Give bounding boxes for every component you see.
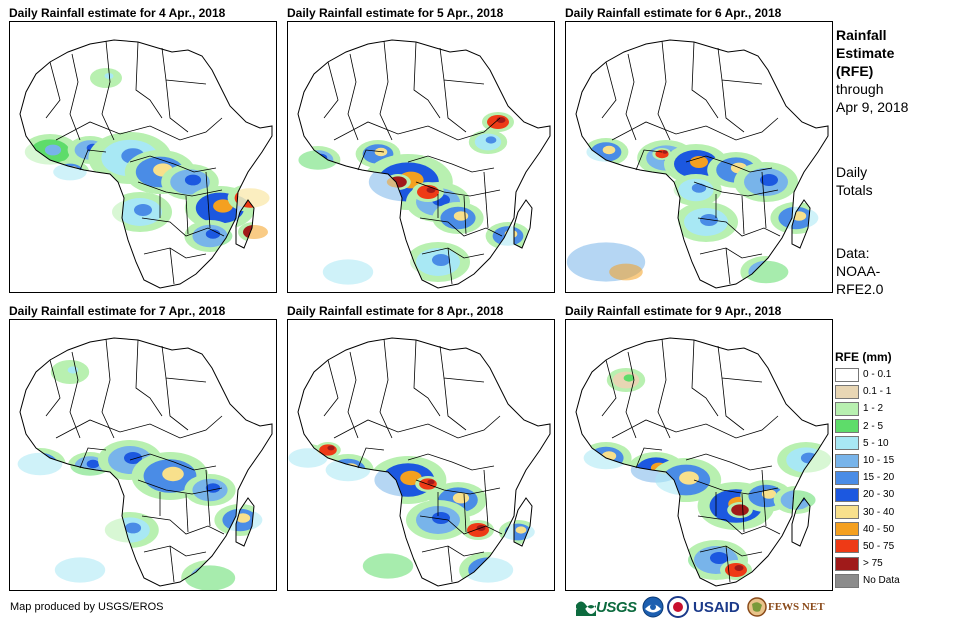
rain-area xyxy=(54,557,106,583)
usaid-seal-icon xyxy=(667,596,689,618)
legend-label: 40 - 50 xyxy=(863,523,895,535)
rain-area xyxy=(230,188,270,208)
heading-line: Estimate xyxy=(836,45,895,61)
rainfall-map xyxy=(9,319,277,591)
panel-title: Daily Rainfall estimate for 4 Apr., 2018 xyxy=(9,6,226,20)
data-line: NOAA- xyxy=(836,263,881,279)
rainfall-legend: RFE (mm) 0 - 0.1 0.1 - 1 1 - 2 2 - 5 5 - 10 1… xyxy=(835,348,960,589)
logo-strip: USGS USAID FEWS NET xyxy=(576,594,826,620)
rainfall-map xyxy=(287,319,555,591)
usgs-logo: USGS xyxy=(576,594,637,620)
usaid-logo-text: USAID xyxy=(693,598,740,616)
legend-item: 30 - 40 xyxy=(835,504,960,521)
heading-line: Rainfall xyxy=(836,27,887,43)
legend-label: 20 - 30 xyxy=(863,489,895,501)
through-date: Apr 9, 2018 xyxy=(836,99,909,115)
data-source-note: Data: NOAA- RFE2.0 xyxy=(836,244,961,298)
legend-swatch xyxy=(835,556,859,571)
totals-line: Daily xyxy=(836,164,868,180)
africa-map-graphic xyxy=(19,39,273,289)
legend-swatch xyxy=(835,505,859,520)
rainfall-map xyxy=(565,21,833,293)
through-label: through xyxy=(836,81,884,97)
legend-item: 50 - 75 xyxy=(835,538,960,555)
legend-label: > 75 xyxy=(863,558,883,570)
fews-globe-icon xyxy=(747,597,767,617)
africa-map-graphic xyxy=(297,39,551,289)
africa-map-graphic xyxy=(566,39,829,289)
usaid-seal-logo xyxy=(667,594,689,620)
data-line: Data: xyxy=(836,245,870,261)
legend-label: No Data xyxy=(863,575,900,587)
noaa-logo xyxy=(642,594,664,620)
legend-label: 2 - 5 xyxy=(863,420,884,432)
legend-title: RFE (mm) xyxy=(835,350,892,364)
heading-line: (RFE) xyxy=(836,63,874,79)
rainfall-map xyxy=(9,21,277,293)
rain-area xyxy=(609,263,643,281)
legend-label: 15 - 20 xyxy=(863,472,895,484)
legend-swatch xyxy=(835,487,859,502)
totals-line: Totals xyxy=(836,182,873,198)
legend-swatch xyxy=(835,419,859,434)
panel-title: Daily Rainfall estimate for 8 Apr., 2018 xyxy=(287,304,504,318)
panel-title: Daily Rainfall estimate for 7 Apr., 2018 xyxy=(9,304,226,318)
legend-item: 40 - 50 xyxy=(835,521,960,538)
africa-map-graphic xyxy=(17,337,273,590)
africa-map-graphic xyxy=(575,337,832,587)
legend-item: 10 - 15 xyxy=(835,452,960,469)
data-line: RFE2.0 xyxy=(836,281,884,297)
usaid-logo: USAID xyxy=(693,594,740,620)
legend-item: > 75 xyxy=(835,555,960,572)
fews-logo-text: FEWS NET xyxy=(768,601,825,613)
rain-area xyxy=(362,553,414,579)
rainfall-map xyxy=(287,21,555,293)
panel-title: Daily Rainfall estimate for 6 Apr., 2018 xyxy=(565,6,782,20)
rain-area xyxy=(288,448,328,468)
legend-swatch xyxy=(835,539,859,554)
map-credit: Map produced by USGS/EROS xyxy=(10,601,164,613)
rain-area xyxy=(184,565,236,590)
legend-swatch xyxy=(835,453,859,468)
legend-item: 15 - 20 xyxy=(835,469,960,486)
product-heading: Rainfall Estimate (RFE) through Apr 9, 2… xyxy=(836,26,961,116)
legend-label: 1 - 2 xyxy=(863,403,884,415)
rainfall-map xyxy=(565,319,833,591)
legend-label: 30 - 40 xyxy=(863,506,895,518)
legend-item: 2 - 5 xyxy=(835,418,960,435)
legend-label: 0.1 - 1 xyxy=(863,386,892,398)
legend-swatch xyxy=(835,522,859,537)
legend-swatch xyxy=(835,436,859,451)
legend-item: 1 - 2 xyxy=(835,400,960,417)
legend-item: 0.1 - 1 xyxy=(835,383,960,400)
totals-note: Daily Totals xyxy=(836,163,961,199)
legend-item: 20 - 30 xyxy=(835,486,960,503)
legend-item: 5 - 10 xyxy=(835,435,960,452)
legend-swatch xyxy=(835,384,859,399)
legend-label: 10 - 15 xyxy=(863,455,895,467)
legend-item: 0 - 0.1 xyxy=(835,366,960,383)
legend-swatch xyxy=(835,470,859,485)
legend-label: 5 - 10 xyxy=(863,437,889,449)
legend-swatch xyxy=(835,367,859,382)
panel-title: Daily Rainfall estimate for 9 Apr., 2018 xyxy=(565,304,782,318)
fews-net-logo: FEWS NET xyxy=(746,594,825,620)
noaa-emblem-icon xyxy=(642,596,664,618)
usgs-wave-icon xyxy=(576,601,596,616)
usgs-logo-text: USGS xyxy=(596,598,637,616)
panel-title: Daily Rainfall estimate for 5 Apr., 2018 xyxy=(287,6,504,20)
legend-item: No Data xyxy=(835,572,960,589)
africa-map-graphic xyxy=(288,337,551,587)
legend-swatch xyxy=(835,401,859,416)
rain-area xyxy=(322,259,374,285)
legend-label: 0 - 0.1 xyxy=(863,369,892,381)
legend-swatch xyxy=(835,573,859,588)
legend-label: 50 - 75 xyxy=(863,540,895,552)
